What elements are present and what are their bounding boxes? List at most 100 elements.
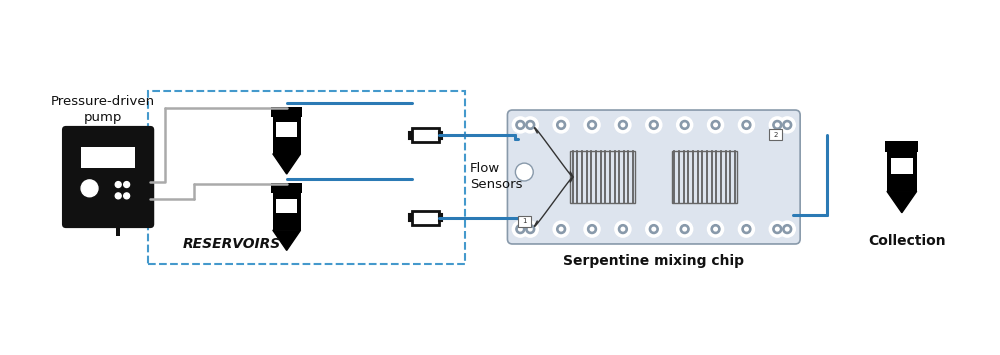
- Circle shape: [559, 227, 563, 231]
- Circle shape: [618, 225, 627, 234]
- Circle shape: [742, 225, 751, 234]
- FancyBboxPatch shape: [412, 211, 439, 225]
- Circle shape: [773, 225, 782, 234]
- Circle shape: [590, 227, 594, 231]
- Circle shape: [512, 221, 528, 237]
- FancyBboxPatch shape: [887, 152, 917, 191]
- Text: RESERVOIRS: RESERVOIRS: [183, 237, 281, 251]
- Text: 1: 1: [522, 218, 527, 224]
- Circle shape: [618, 120, 627, 129]
- Circle shape: [615, 221, 631, 237]
- Polygon shape: [273, 230, 301, 250]
- Polygon shape: [273, 154, 301, 174]
- Circle shape: [526, 120, 535, 129]
- Circle shape: [515, 163, 533, 181]
- Circle shape: [745, 123, 748, 127]
- Circle shape: [683, 123, 686, 127]
- Circle shape: [584, 221, 600, 237]
- Text: 2: 2: [773, 132, 778, 138]
- Circle shape: [81, 180, 98, 197]
- Text: Pressure-driven
pump: Pressure-driven pump: [51, 95, 155, 124]
- Circle shape: [528, 227, 532, 231]
- Circle shape: [621, 227, 625, 231]
- Circle shape: [708, 117, 724, 133]
- Circle shape: [516, 225, 525, 234]
- Polygon shape: [887, 191, 917, 213]
- Circle shape: [621, 123, 625, 127]
- Circle shape: [124, 193, 130, 199]
- FancyBboxPatch shape: [439, 132, 442, 139]
- Circle shape: [522, 221, 538, 237]
- FancyBboxPatch shape: [409, 214, 412, 221]
- Circle shape: [708, 221, 724, 237]
- FancyBboxPatch shape: [276, 199, 297, 213]
- Circle shape: [742, 120, 751, 129]
- FancyBboxPatch shape: [271, 106, 302, 117]
- Circle shape: [519, 227, 522, 231]
- Text: Flow
Sensors: Flow Sensors: [470, 162, 523, 191]
- FancyBboxPatch shape: [891, 158, 913, 174]
- Circle shape: [785, 123, 789, 127]
- FancyBboxPatch shape: [439, 214, 442, 221]
- Circle shape: [779, 117, 795, 133]
- FancyBboxPatch shape: [507, 110, 800, 244]
- Circle shape: [526, 225, 535, 234]
- Circle shape: [588, 120, 596, 129]
- FancyBboxPatch shape: [62, 126, 154, 228]
- Circle shape: [588, 225, 596, 234]
- Circle shape: [519, 123, 522, 127]
- FancyBboxPatch shape: [271, 183, 302, 193]
- Circle shape: [711, 120, 720, 129]
- Circle shape: [711, 225, 720, 234]
- Circle shape: [745, 227, 748, 231]
- FancyBboxPatch shape: [885, 141, 918, 152]
- FancyBboxPatch shape: [116, 224, 120, 236]
- Circle shape: [677, 221, 693, 237]
- Circle shape: [683, 227, 686, 231]
- FancyBboxPatch shape: [273, 117, 301, 154]
- Circle shape: [680, 225, 689, 234]
- Text: Collection: Collection: [868, 235, 946, 248]
- Circle shape: [115, 182, 121, 187]
- Circle shape: [516, 120, 525, 129]
- Circle shape: [584, 117, 600, 133]
- Text: Serpentine mixing chip: Serpentine mixing chip: [563, 254, 744, 268]
- Circle shape: [769, 117, 785, 133]
- FancyBboxPatch shape: [276, 122, 297, 137]
- Circle shape: [649, 225, 658, 234]
- Circle shape: [652, 227, 656, 231]
- FancyBboxPatch shape: [412, 129, 439, 142]
- Circle shape: [738, 221, 754, 237]
- Circle shape: [714, 123, 717, 127]
- Circle shape: [124, 182, 130, 187]
- Circle shape: [776, 227, 779, 231]
- Circle shape: [652, 123, 656, 127]
- Circle shape: [528, 123, 532, 127]
- Circle shape: [783, 225, 792, 234]
- Circle shape: [553, 221, 569, 237]
- Circle shape: [557, 225, 566, 234]
- FancyBboxPatch shape: [81, 147, 135, 168]
- Circle shape: [783, 120, 792, 129]
- Circle shape: [677, 117, 693, 133]
- Circle shape: [779, 221, 795, 237]
- Circle shape: [776, 123, 779, 127]
- Circle shape: [553, 117, 569, 133]
- Circle shape: [773, 120, 782, 129]
- Circle shape: [769, 221, 785, 237]
- Circle shape: [785, 227, 789, 231]
- Circle shape: [512, 117, 528, 133]
- FancyBboxPatch shape: [409, 132, 412, 139]
- Circle shape: [649, 120, 658, 129]
- Circle shape: [590, 123, 594, 127]
- Circle shape: [522, 117, 538, 133]
- FancyBboxPatch shape: [518, 216, 531, 226]
- FancyBboxPatch shape: [769, 129, 782, 140]
- Circle shape: [559, 123, 563, 127]
- Circle shape: [115, 193, 121, 199]
- Circle shape: [738, 117, 754, 133]
- Circle shape: [680, 120, 689, 129]
- Circle shape: [714, 227, 717, 231]
- Circle shape: [646, 221, 662, 237]
- FancyBboxPatch shape: [273, 193, 301, 230]
